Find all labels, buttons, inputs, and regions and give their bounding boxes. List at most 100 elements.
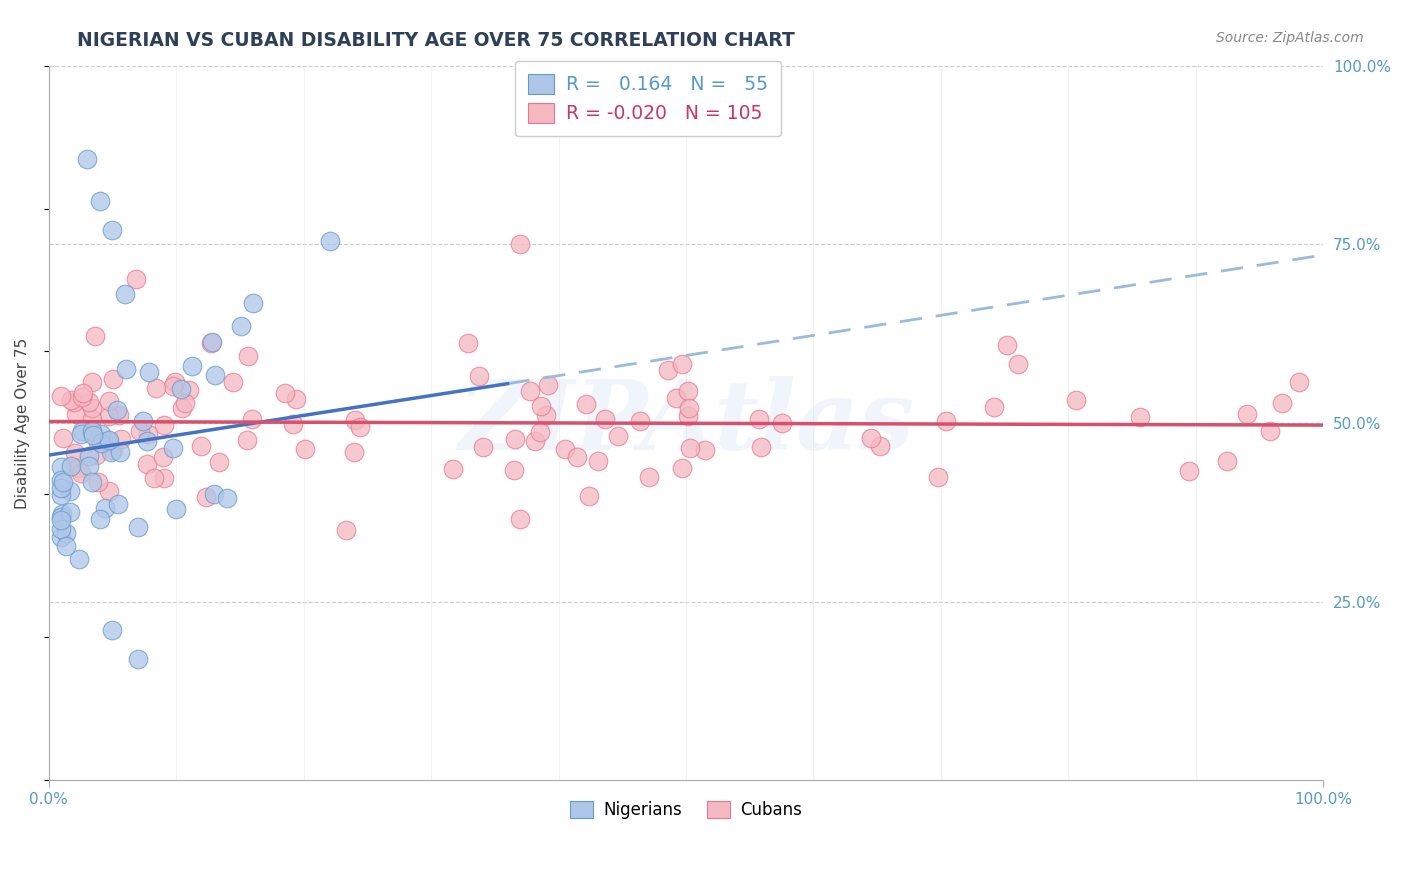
Point xyxy=(519,384,541,399)
Point xyxy=(55,526,77,541)
Point xyxy=(201,334,224,349)
Point xyxy=(101,624,124,638)
Legend: Nigerians, Cubans: Nigerians, Cubans xyxy=(564,794,808,826)
Point xyxy=(127,519,149,533)
Point xyxy=(63,446,86,460)
Point xyxy=(162,441,184,455)
Point xyxy=(153,417,176,432)
Point xyxy=(138,366,160,380)
Point xyxy=(294,442,316,457)
Point xyxy=(60,393,83,408)
Point xyxy=(127,652,149,666)
Point xyxy=(236,433,259,447)
Point xyxy=(59,458,82,473)
Point xyxy=(90,427,112,442)
Point xyxy=(770,416,793,430)
Point xyxy=(145,381,167,395)
Point xyxy=(240,412,263,426)
Point xyxy=(529,425,551,440)
Point xyxy=(89,512,111,526)
Point xyxy=(503,463,526,477)
Point xyxy=(65,407,87,421)
Point xyxy=(51,459,73,474)
Point xyxy=(671,461,693,475)
Point xyxy=(693,442,716,457)
Point xyxy=(748,411,770,425)
Point xyxy=(51,507,73,521)
Point xyxy=(100,445,122,459)
Point xyxy=(59,505,82,519)
Point xyxy=(195,490,218,504)
Point xyxy=(51,488,73,502)
Point xyxy=(70,391,93,405)
Point xyxy=(59,483,82,498)
Point xyxy=(344,413,367,427)
Point xyxy=(534,408,557,422)
Point xyxy=(135,457,157,471)
Point xyxy=(63,395,86,409)
Point xyxy=(595,412,617,426)
Point xyxy=(97,409,120,423)
Point xyxy=(136,434,159,448)
Point xyxy=(152,450,174,464)
Point xyxy=(676,384,699,398)
Point xyxy=(229,319,252,334)
Point xyxy=(110,432,132,446)
Point xyxy=(84,448,107,462)
Point xyxy=(281,417,304,432)
Point xyxy=(208,455,231,469)
Point xyxy=(72,386,94,401)
Point xyxy=(678,401,700,416)
Point xyxy=(1129,410,1152,425)
Point xyxy=(1288,375,1310,389)
Point xyxy=(132,414,155,428)
Point xyxy=(441,461,464,475)
Point xyxy=(530,400,553,414)
Point xyxy=(457,336,479,351)
Point xyxy=(136,426,159,441)
Point xyxy=(115,362,138,376)
Point xyxy=(1271,396,1294,410)
Point xyxy=(77,395,100,409)
Point xyxy=(51,481,73,495)
Point xyxy=(90,436,112,450)
Point xyxy=(679,441,702,455)
Point xyxy=(51,509,73,524)
Point xyxy=(108,409,131,423)
Point xyxy=(657,362,679,376)
Point xyxy=(77,449,100,463)
Point xyxy=(472,440,495,454)
Point xyxy=(503,432,526,446)
Point xyxy=(665,391,688,405)
Point xyxy=(51,473,73,487)
Point xyxy=(97,484,120,499)
Point xyxy=(574,397,596,411)
Point xyxy=(165,501,187,516)
Point xyxy=(554,442,576,457)
Point xyxy=(80,401,103,416)
Point xyxy=(103,443,125,458)
Point xyxy=(995,338,1018,352)
Point xyxy=(1064,392,1087,407)
Point xyxy=(51,513,73,527)
Point xyxy=(1177,464,1199,478)
Point xyxy=(524,434,547,448)
Point xyxy=(1007,357,1029,371)
Point xyxy=(67,461,90,475)
Point xyxy=(190,439,212,453)
Point xyxy=(89,194,111,209)
Point xyxy=(80,475,103,489)
Point xyxy=(349,419,371,434)
Point xyxy=(671,357,693,371)
Point xyxy=(162,379,184,393)
Point xyxy=(98,393,121,408)
Y-axis label: Disability Age Over 75: Disability Age Over 75 xyxy=(15,337,30,508)
Point xyxy=(204,487,226,501)
Point xyxy=(509,237,531,252)
Point xyxy=(108,445,131,459)
Point xyxy=(676,409,699,424)
Point xyxy=(114,287,136,301)
Point xyxy=(983,400,1005,414)
Point xyxy=(82,412,104,426)
Text: ZIPAtlas: ZIPAtlas xyxy=(458,376,914,470)
